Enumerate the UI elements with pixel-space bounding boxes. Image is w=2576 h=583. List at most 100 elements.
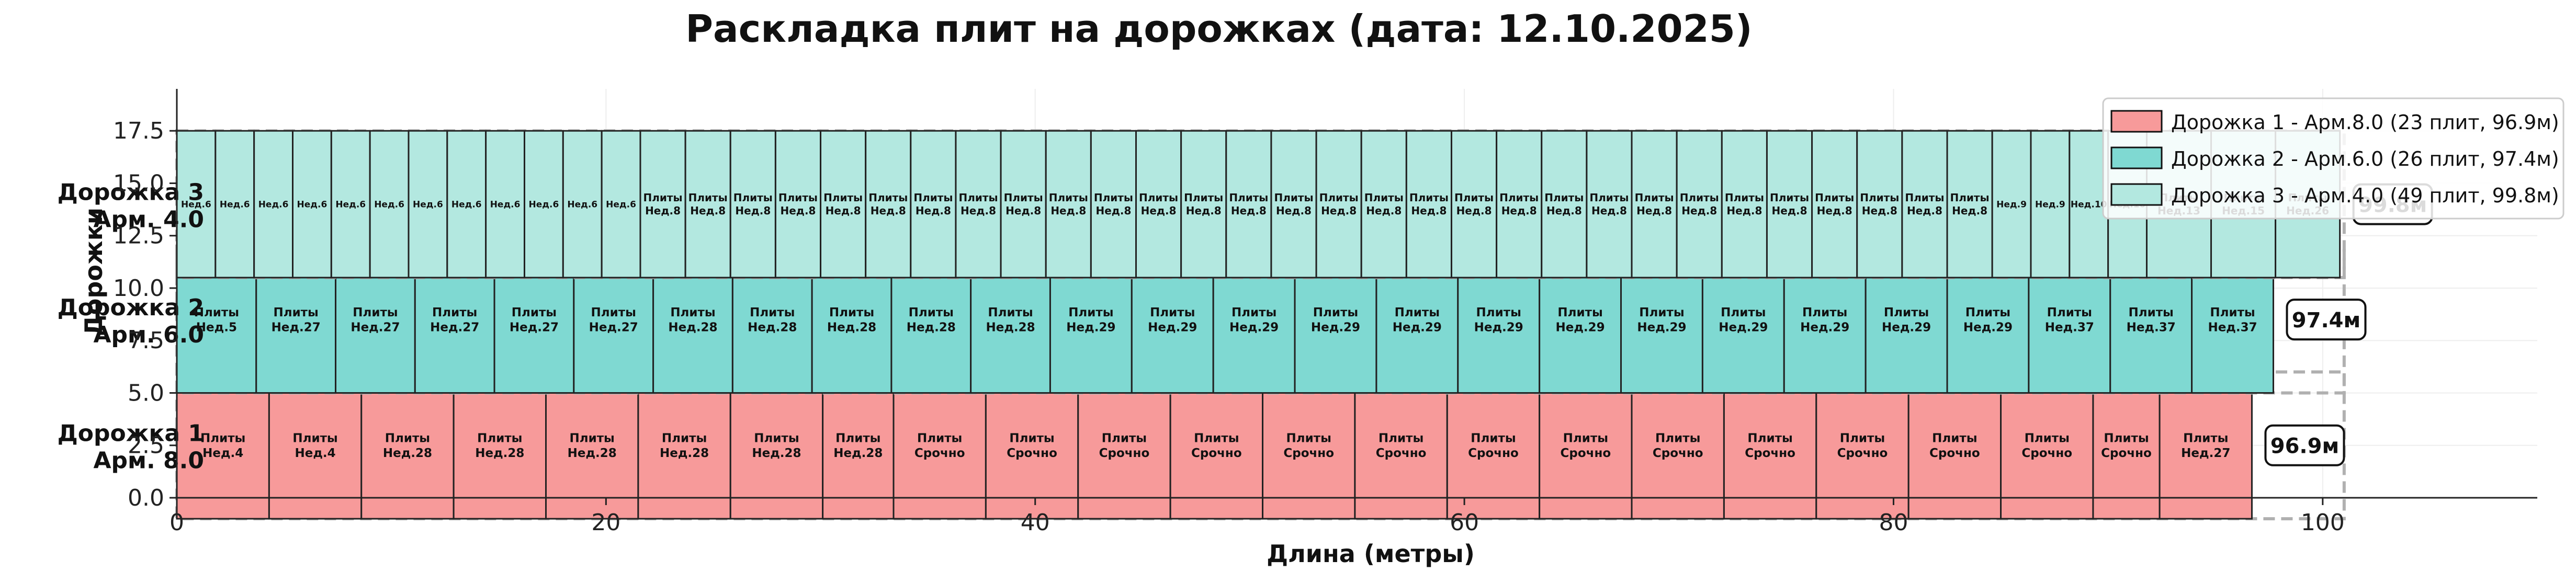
chart-title: Раскладка плит на дорожках (дата: 12.10.… [685,7,1752,51]
slab-label: Плиты Нед.37 [2045,306,2094,335]
y-tick-label: 15.0 [113,170,164,197]
x-tick-label: 20 [591,509,620,536]
slab-label: Плиты Нед.8 [1049,191,1088,217]
slab-bar [985,371,1079,520]
slab-label: Плиты Срочно [1745,431,1795,460]
slab-label: Плиты Срочно [1376,431,1427,460]
slab-label: Плиты Нед.8 [1499,191,1539,217]
slab-label: Нед.6 [451,200,482,210]
slab-bar [330,130,371,279]
slab-bar [820,130,867,279]
slab-bar [562,130,603,279]
slab-label: Плиты Нед.28 [568,431,617,460]
slab-bar [369,130,410,279]
slab-label: Плиты Нед.29 [1148,306,1197,335]
slab-bar [1090,130,1137,279]
slab-bar [2159,371,2253,520]
slab-label: Плиты Нед.28 [475,431,524,460]
slab-bar [955,130,1002,279]
slab-bar [601,130,641,279]
y-tick-label: 12.5 [113,223,164,249]
slab-label: Плиты Нед.8 [1950,191,1990,217]
slab-label: Нед.6 [374,200,404,210]
slab-label: Плиты Нед.28 [668,306,717,335]
slab-bar [1815,371,1910,520]
x-axis-label: Длина (метры) [1267,540,1475,568]
track-3: Нед.6 Нед.6 Нед.6 Нед.6 Нед.6 Нед.6 Нед.6 Нед.6… [58,129,2433,279]
slab-label: Плиты Нед.8 [1229,191,1268,217]
slab-label: Плиты Нед.8 [1184,191,1223,217]
y-tick-label: 2.5 [128,432,164,459]
legend-box [2102,97,2564,220]
slab-label: Нед.9 [1996,200,2027,210]
slab-label: Нед.6 [297,200,327,210]
slab-label: Плиты Нед.8 [643,191,683,217]
slab-label: Плиты Срочно [2021,431,2072,460]
slab-bar [1262,371,1356,520]
slab-bar [1315,130,1362,279]
slab-label: Нед.6 [258,200,289,210]
slab-label: Плиты Нед.29 [1719,306,1768,335]
slab-bar [1907,371,2002,520]
slab-label: Плиты Срочно [1007,431,1057,460]
slab-label: Нед.9 [2035,200,2065,210]
slab-label: Плиты Срочно [1191,431,1242,460]
slab-bar [1496,130,1543,279]
legend-swatch [2110,146,2163,169]
track-total-box [2264,424,2345,466]
legend-entry: Дорожка 1 - Арм.8.0 (23 плит, 96.9м) [2171,111,2559,134]
slab-label: Плиты Нед.8 [688,191,728,217]
slab-bar [1077,371,1171,520]
slab-label: Плиты Нед.29 [1229,306,1279,335]
slab-label: Плиты Нед.8 [868,191,908,217]
slab-bar [1446,371,1541,520]
slab-label: Плиты Нед.37 [2127,306,2176,335]
slab-label: Нед.6 [220,200,250,210]
x-tick-label: 60 [1450,509,1479,536]
slab-label: Плиты Нед.29 [1311,306,1360,335]
slab-label: Плиты Нед.29 [1474,306,1523,335]
slab-bar [1270,130,1317,279]
y-tick-label: 7.5 [128,327,164,354]
slab-label: Плиты Срочно [2101,431,2152,460]
x-tick-label: 100 [2301,509,2345,536]
slab-label: Плиты Нед.8 [1680,191,1719,217]
slab-bar [1811,130,1858,279]
slab-label: Плиты Нед.28 [827,306,876,335]
slab-label: Плиты Срочно [1837,431,1888,460]
slab-bar [892,371,987,520]
slab-label: Плиты Срочно [1929,431,1980,460]
slab-bar [176,371,270,520]
track-category-label: Дорожка 2 Арм. 6.0 [58,294,204,348]
legend-swatch [2110,183,2163,206]
legend-entry: Дорожка 2 - Арм.6.0 (26 плит, 97.4м) [2171,147,2559,170]
slab-label: Плиты Нед.8 [1004,191,1043,217]
track-category-label: Дорожка 1 Арм. 8.0 [58,420,204,474]
x-tick-label: 40 [1021,509,1050,536]
slab-bar [865,130,912,279]
track-total-label: 96.9м [2270,435,2339,459]
x-tick-label: 0 [170,509,184,536]
y-tick-label: 0.0 [128,485,164,511]
slab-label: Плиты Срочно [1653,431,1703,460]
slab-bar [1631,130,1678,279]
y-axis-label: Дорожки [80,208,108,336]
slab-bar [2000,371,2094,520]
slab-bar [268,371,363,520]
slab-bar [446,130,487,279]
slab-label: Нед.6 [181,200,211,210]
slab-bar [1135,130,1182,279]
slab-label: Плиты Нед.28 [907,306,956,335]
slab-bar [1946,130,1993,279]
slab-label: Плиты Нед.29 [1556,306,1605,335]
slab-label: Плиты Нед.8 [1905,191,1944,217]
slab-bar [2030,130,2071,279]
slab-label: Плиты Срочно [1283,431,1334,460]
slab-label: Плиты Нед.8 [1274,191,1313,217]
slab-label: Плиты Нед.29 [1963,306,2013,335]
slab-label: Плиты Нед.28 [660,431,709,460]
slab-bar [545,371,639,520]
legend-swatch [2110,110,2163,133]
slab-bar [1766,130,1813,279]
slab-label: Плиты Нед.8 [1725,191,1764,217]
